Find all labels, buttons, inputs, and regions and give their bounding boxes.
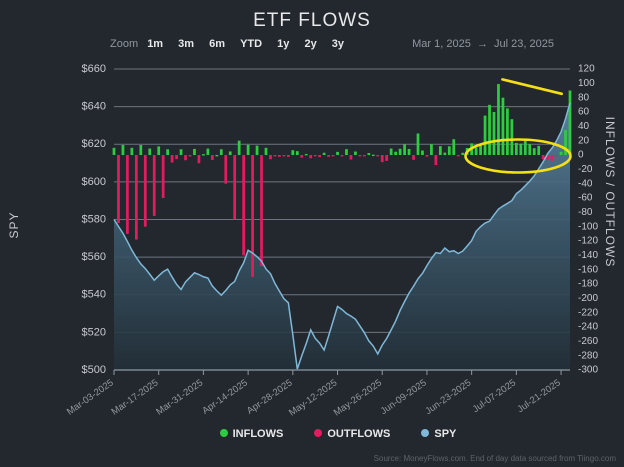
svg-text:-120: -120	[578, 236, 598, 247]
svg-text:120: 120	[578, 64, 595, 75]
svg-text:$600: $600	[82, 176, 106, 188]
svg-text:Jun-09-2025: Jun-09-2025	[379, 377, 429, 417]
svg-text:Mar-03-2025: Mar-03-2025	[65, 377, 116, 417]
svg-text:-240: -240	[578, 322, 598, 333]
svg-text:-260: -260	[578, 336, 598, 347]
svg-text:-140: -140	[578, 250, 598, 261]
svg-text:Jul-07-2025: Jul-07-2025	[471, 377, 518, 415]
svg-text:-300: -300	[578, 365, 598, 376]
svg-text:-220: -220	[578, 307, 598, 318]
svg-text:60: 60	[578, 107, 590, 118]
svg-text:80: 80	[578, 92, 590, 103]
svg-text:May-12-2025: May-12-2025	[287, 377, 339, 418]
svg-text:-60: -60	[578, 193, 593, 204]
svg-text:Jun-23-2025: Jun-23-2025	[423, 377, 473, 417]
svg-text:-160: -160	[578, 264, 598, 275]
svg-text:$500: $500	[82, 364, 106, 376]
svg-text:$660: $660	[82, 63, 106, 75]
svg-text:-200: -200	[578, 293, 598, 304]
svg-text:-180: -180	[578, 279, 598, 290]
svg-text:$540: $540	[82, 289, 106, 301]
svg-text:Jul-21-2025: Jul-21-2025	[515, 377, 562, 415]
svg-text:-80: -80	[578, 207, 593, 218]
svg-text:100: 100	[578, 78, 595, 89]
svg-text:$520: $520	[82, 326, 106, 338]
svg-text:$640: $640	[82, 101, 106, 113]
svg-text:40: 40	[578, 121, 590, 132]
svg-text:Apr-14-2025: Apr-14-2025	[200, 377, 250, 416]
svg-text:-100: -100	[578, 221, 598, 232]
svg-text:$580: $580	[82, 213, 106, 225]
svg-text:Mar-17-2025: Mar-17-2025	[110, 377, 161, 417]
svg-text:-280: -280	[578, 350, 598, 361]
svg-text:SPY: SPY	[7, 211, 21, 238]
svg-text:-40: -40	[578, 178, 593, 189]
svg-text:$620: $620	[82, 138, 106, 150]
svg-text:May-26-2025: May-26-2025	[332, 377, 384, 418]
svg-text:20: 20	[578, 135, 590, 146]
svg-text:Mar-31-2025: Mar-31-2025	[154, 377, 205, 417]
svg-text:0: 0	[578, 150, 584, 161]
svg-text:-20: -20	[578, 164, 593, 175]
svg-text:INFLOWS / OUTFLOWS: INFLOWS / OUTFLOWS	[603, 117, 617, 268]
svg-text:$560: $560	[82, 251, 106, 263]
